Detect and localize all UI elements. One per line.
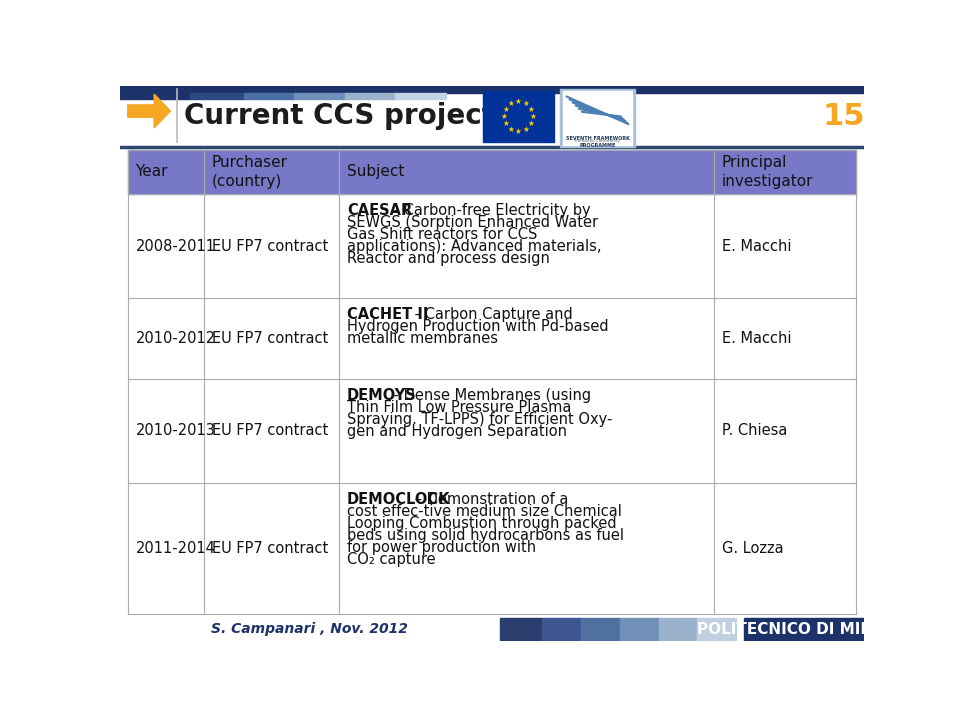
- Text: EU FP7 contract: EU FP7 contract: [212, 541, 328, 556]
- Bar: [563, 91, 633, 145]
- Text: metallic membranes: metallic membranes: [347, 331, 498, 346]
- Text: Year: Year: [135, 164, 168, 179]
- Text: for power production with: for power production with: [347, 540, 536, 555]
- Text: EU FP7 contract: EU FP7 contract: [212, 423, 328, 438]
- Text: Principal
investigator: Principal investigator: [722, 155, 813, 189]
- Bar: [620, 618, 659, 641]
- Text: 2010-2012: 2010-2012: [135, 331, 216, 346]
- Text: Current CCS projects: Current CCS projects: [183, 102, 511, 130]
- Text: Hydrogen Production with Pd-based: Hydrogen Production with Pd-based: [347, 320, 609, 334]
- Text: ★: ★: [502, 104, 509, 114]
- Text: Spraying. TF-LPPS) for Efficient Oxy-: Spraying. TF-LPPS) for Efficient Oxy-: [347, 412, 612, 427]
- Text: E. Macchi: E. Macchi: [722, 238, 791, 253]
- Text: 15: 15: [823, 102, 865, 131]
- Bar: [244, 94, 295, 99]
- Text: Subject: Subject: [347, 164, 404, 179]
- Text: S. Campanari , Nov. 2012: S. Campanari , Nov. 2012: [211, 622, 408, 636]
- Bar: [542, 618, 581, 641]
- Text: ★: ★: [508, 125, 515, 134]
- Text: Gas Shift reactors for CCS: Gas Shift reactors for CCS: [347, 228, 538, 243]
- Text: ★: ★: [522, 125, 529, 134]
- Bar: [483, 91, 554, 142]
- Text: P. Chiesa: P. Chiesa: [722, 423, 787, 438]
- Text: Reactor and process design: Reactor and process design: [347, 251, 550, 266]
- Text: G. Lozza: G. Lozza: [722, 541, 783, 556]
- Text: E. Macchi: E. Macchi: [722, 331, 791, 346]
- Text: 2008-2011: 2008-2011: [135, 238, 215, 253]
- Bar: [697, 618, 736, 641]
- Bar: [744, 618, 864, 641]
- Text: DEMOYS: DEMOYS: [347, 388, 417, 403]
- Text: ★: ★: [530, 112, 537, 121]
- Text: SEWGS (Sorption Enhanced Water: SEWGS (Sorption Enhanced Water: [347, 215, 598, 230]
- Text: EU FP7 contract: EU FP7 contract: [212, 331, 328, 346]
- Text: POLITECNICO DI MILANO: POLITECNICO DI MILANO: [697, 622, 907, 636]
- Text: ★: ★: [528, 104, 535, 114]
- Text: 2010-2013: 2010-2013: [135, 423, 215, 438]
- Bar: [659, 618, 697, 641]
- Bar: [120, 94, 190, 99]
- Text: Looping Combustion through packed: Looping Combustion through packed: [347, 516, 616, 531]
- Text: Thin Film Low Pressure Plasma: Thin Film Low Pressure Plasma: [347, 400, 571, 415]
- Text: CAESAR: CAESAR: [347, 204, 412, 218]
- Bar: [500, 618, 542, 641]
- Bar: [295, 94, 345, 99]
- Text: cost effec-tive medium size Chemical: cost effec-tive medium size Chemical: [347, 504, 622, 519]
- Bar: [128, 150, 856, 194]
- Text: – Demonstration of a: – Demonstration of a: [410, 492, 568, 507]
- Text: ★: ★: [508, 99, 515, 108]
- Text: - Carbon Capture and: - Carbon Capture and: [410, 307, 572, 323]
- Text: ★: ★: [528, 120, 535, 128]
- Bar: [190, 94, 244, 99]
- Bar: [396, 94, 445, 99]
- Text: ★: ★: [500, 112, 507, 121]
- Text: ★: ★: [515, 127, 522, 135]
- Text: Purchaser
(country): Purchaser (country): [212, 155, 288, 189]
- Text: beds using solid hydrocarbons as fuel: beds using solid hydrocarbons as fuel: [347, 528, 624, 543]
- Text: European Community: European Community: [575, 139, 620, 143]
- Bar: [581, 618, 620, 641]
- Text: ★: ★: [502, 120, 509, 128]
- Text: - Dense Membranes (using: - Dense Membranes (using: [389, 388, 591, 403]
- Text: EU FP7 contract: EU FP7 contract: [212, 238, 328, 253]
- Text: ★: ★: [515, 97, 522, 107]
- Text: DEMOCLOCK: DEMOCLOCK: [347, 492, 450, 507]
- Text: gen and Hydrogen Separation: gen and Hydrogen Separation: [347, 424, 566, 439]
- Polygon shape: [128, 94, 170, 128]
- Text: 2011-2014: 2011-2014: [135, 541, 215, 556]
- Text: applications): Advanced materials,: applications): Advanced materials,: [347, 239, 601, 254]
- Text: - Carbon-free Electricity by: - Carbon-free Electricity by: [389, 204, 590, 218]
- Text: CO₂ capture: CO₂ capture: [347, 552, 436, 567]
- Bar: [345, 94, 396, 99]
- Text: CACHET II: CACHET II: [347, 307, 428, 323]
- Bar: [120, 618, 500, 641]
- Bar: [120, 86, 864, 94]
- Text: ★: ★: [522, 99, 529, 108]
- Bar: [561, 89, 635, 147]
- Text: SEVENTH FRAMEWORK
PROGRAMME: SEVENTH FRAMEWORK PROGRAMME: [565, 137, 629, 148]
